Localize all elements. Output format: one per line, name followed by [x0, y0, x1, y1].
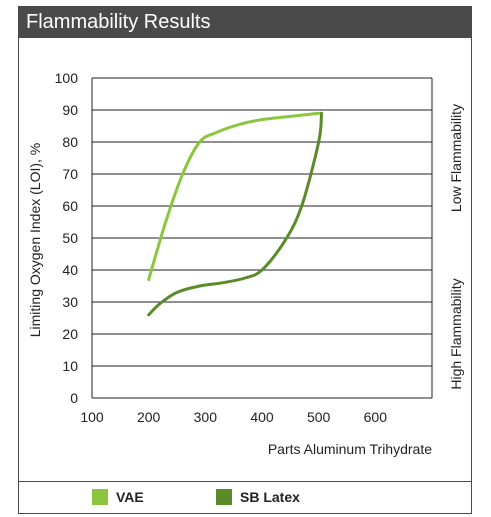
x-tick-label-200: 200 [137, 409, 161, 425]
x-tick-label-100: 100 [80, 409, 104, 425]
y-tick-label-0: 0 [70, 390, 78, 406]
y-tick-label-10: 10 [62, 358, 78, 374]
x-tick-label-500: 500 [307, 409, 331, 425]
y-tick-label-40: 40 [62, 262, 78, 278]
legend-divider [18, 481, 472, 482]
legend-label-vae: VAE [116, 489, 144, 505]
x-tick-label-300: 300 [194, 409, 218, 425]
y-tick-label-100: 100 [55, 70, 79, 86]
y-tick-label-90: 90 [62, 102, 78, 118]
series-line-sb-latex [147, 111, 323, 317]
annotation-low-flammability: Low Flammability [448, 104, 464, 212]
legend-swatch-vae [92, 489, 108, 505]
title-bar: Flammability Results [18, 6, 472, 38]
y-tick-label-60: 60 [62, 198, 78, 214]
legend-swatch-sb-latex [216, 489, 232, 505]
legend-item-vae: VAE [92, 488, 144, 506]
x-tick-label-400: 400 [250, 409, 274, 425]
y-tick-label-80: 80 [62, 134, 78, 150]
y-tick-label-20: 20 [62, 326, 78, 342]
y-tick-label-50: 50 [62, 230, 78, 246]
legend-item-sb-latex: SB Latex [216, 488, 300, 506]
annotation-high-flammability: High Flammability [448, 278, 464, 389]
x-axis-title: Parts Aluminum Trihydrate [268, 441, 432, 457]
y-tick-label-30: 30 [62, 294, 78, 310]
legend-label-sb-latex: SB Latex [240, 489, 300, 505]
chart-title: Flammability Results [26, 11, 211, 33]
y-tick-label-70: 70 [62, 166, 78, 182]
x-tick-label-600: 600 [364, 409, 388, 425]
y-axis-title: Limiting Oxygen Index (LOI), % [27, 143, 43, 338]
series-line-vae [147, 111, 321, 282]
